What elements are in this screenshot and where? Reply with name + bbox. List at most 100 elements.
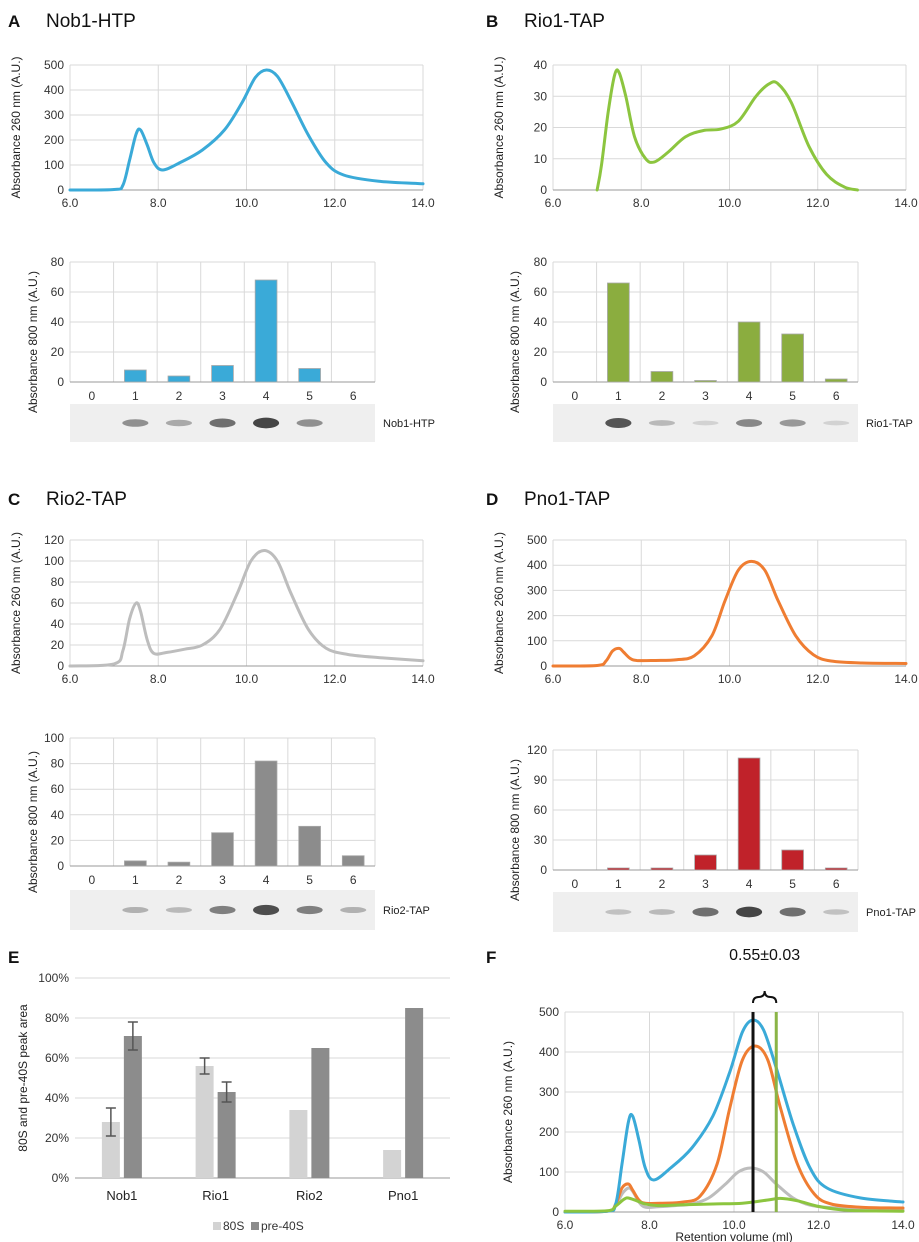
a_bar-x-tick-label: 5: [306, 389, 313, 403]
d_bar-gel-band: [692, 907, 719, 917]
c_top-y-axis-label: Absorbance 260 nm (A.U.): [9, 532, 23, 674]
c_bar-gel-band: [165, 907, 192, 913]
e-x-tick-label: Nob1: [106, 1188, 137, 1203]
c_bar-gel-band: [122, 906, 149, 914]
d_top-y-tick-label: 400: [527, 558, 547, 572]
f-x-tick-label: 6.0: [557, 1218, 574, 1232]
c_bar-bar: [254, 760, 278, 867]
d_top-x-tick-label: 10.0: [718, 672, 742, 686]
b_bar-gel-band: [648, 420, 676, 426]
c_top-panel-title: Rio2-TAP: [46, 489, 127, 510]
d_bar-y-tick-label: 120: [527, 743, 547, 757]
e-legend-swatch-pre-40S: [251, 1222, 259, 1230]
e-y-tick-label: 20%: [45, 1131, 69, 1145]
f-y-tick-label: 100: [539, 1165, 559, 1179]
a_bar-y-tick-label: 80: [51, 255, 65, 269]
f-panel-letter: F: [486, 948, 496, 967]
c_bar-gel-band: [340, 906, 367, 914]
b_bar-gel-band: [736, 419, 763, 427]
a_top-y-tick-label: 400: [44, 83, 64, 97]
a_bar-x-tick-label: 0: [88, 389, 95, 403]
a_bar-bar: [254, 279, 278, 383]
e-bar-pre-40S: [123, 1036, 142, 1178]
c_bar-gel-band: [209, 905, 236, 915]
c_bar-y-tick-label: 20: [51, 833, 65, 847]
b_bar-x-tick-label: 4: [746, 389, 753, 403]
e-y-tick-label: 0%: [52, 1171, 70, 1185]
b_top-line-chart: 0 10 20 30 40 6.0 8.0 10.0 12.0 14.0: [534, 58, 918, 210]
a_bar-gel-band: [253, 417, 280, 429]
f-brace: [752, 990, 778, 1004]
e-legend-label: pre-40S: [261, 1219, 304, 1233]
d_bar-y-tick-label: 0: [540, 863, 547, 877]
c_top-x-tick-label: 8.0: [150, 672, 167, 686]
b_bar-bar-chart: 0 20 40 60 80 0 1 2 3 4 5 6: [534, 255, 859, 403]
d_top-panel-title: Pno1-TAP: [524, 489, 610, 510]
d_top-x-tick-label: 14.0: [894, 672, 918, 686]
a_bar-gel-band: [165, 419, 192, 427]
b_bar-x-tick-label: 6: [833, 389, 840, 403]
e-y-axis-label: 80S and pre-40S peak area: [16, 1004, 30, 1152]
a_bar-x-tick-label: 4: [263, 389, 270, 403]
b_top-panel-letter: B: [486, 12, 498, 31]
b_bar-x-tick-label: 5: [789, 389, 796, 403]
b_top-y-tick-label: 40: [534, 58, 548, 72]
a_bar-gel-band: [122, 419, 149, 427]
d_top-y-tick-label: 200: [527, 609, 547, 623]
c_bar-x-tick-label: 6: [350, 873, 357, 887]
b_bar-gel-band: [823, 420, 850, 426]
a_top-panel-letter: A: [8, 12, 20, 31]
f-y-tick-label: 0: [552, 1205, 559, 1219]
a_bar-gel-band: [296, 419, 323, 427]
d_bar-bar: [650, 867, 674, 871]
d_top-y-tick-label: 0: [540, 659, 547, 673]
d_bar-y-tick-label: 60: [534, 803, 548, 817]
b_top-panel-title: Rio1-TAP: [524, 11, 605, 32]
a_top-y-tick-label: 300: [44, 108, 64, 122]
f-series-line-2: [563, 1018, 905, 1214]
d_bar-bar-chart: 0 30 60 90 120 0 1 2 3 4 5 6: [527, 743, 859, 891]
c_bar-bar: [211, 832, 234, 867]
b_top-y-axis-label: Absorbance 260 nm (A.U.): [492, 56, 506, 198]
c_top-panel-letter: C: [8, 490, 20, 509]
e-bar-80S: [289, 1110, 308, 1178]
e-bar-80S: [383, 1150, 402, 1178]
d_bar-gel-band: [779, 907, 806, 917]
f-series-line-3: [563, 1196, 905, 1213]
b_bar-x-tick-label: 3: [702, 389, 709, 403]
a_bar-y-tick-label: 20: [51, 345, 65, 359]
b_bar-bar: [650, 371, 674, 383]
d_bar-bar: [694, 854, 717, 871]
c_bar-y-tick-label: 0: [57, 859, 64, 873]
a_top-y-axis-label: Absorbance 260 nm (A.U.): [9, 56, 23, 198]
c_bar-x-tick-label: 3: [219, 873, 226, 887]
d_top-panel-letter: D: [486, 490, 498, 509]
f-annotation: 0.55±0.03: [729, 947, 800, 964]
f-y-tick-label: 200: [539, 1125, 559, 1139]
e-bar-80S: [195, 1066, 214, 1178]
d_bar-gel-image: Pno1-TAP: [553, 892, 916, 932]
e-x-tick-label: Pno1: [388, 1188, 418, 1203]
d_bar-x-tick-label: 6: [833, 877, 840, 891]
f-x-tick-label: 12.0: [807, 1218, 831, 1232]
c_top-y-tick-label: 100: [44, 554, 64, 568]
d_top-x-tick-label: 12.0: [806, 672, 830, 686]
a_top-series-line-0: [68, 68, 425, 192]
a_top-x-tick-label: 6.0: [62, 196, 79, 210]
c_bar-y-tick-label: 60: [51, 782, 65, 796]
d_bar-gel-band: [823, 909, 850, 915]
c_top-y-tick-label: 40: [51, 617, 65, 631]
b_bar-y-axis-label: Absorbance 800 nm (A.U.): [508, 271, 522, 413]
a_bar-bar: [298, 368, 321, 383]
f-x-tick-label: 8.0: [641, 1218, 658, 1232]
b_bar-gel-label: Rio1-TAP: [866, 418, 913, 430]
c_bar-x-tick-label: 4: [263, 873, 270, 887]
c_bar-gel-image: Rio2-TAP: [70, 890, 430, 930]
b_top-x-tick-label: 14.0: [894, 196, 918, 210]
a_bar-bar: [211, 365, 234, 383]
a_bar-bar: [167, 375, 191, 383]
c_top-y-tick-label: 20: [51, 638, 65, 652]
d_top-x-tick-label: 6.0: [545, 672, 562, 686]
a_bar-x-tick-label: 1: [132, 389, 139, 403]
a_top-line-chart: 0 100 200 300 400 500 6.0 8.0 10.0 12.0 14.0: [44, 58, 435, 210]
